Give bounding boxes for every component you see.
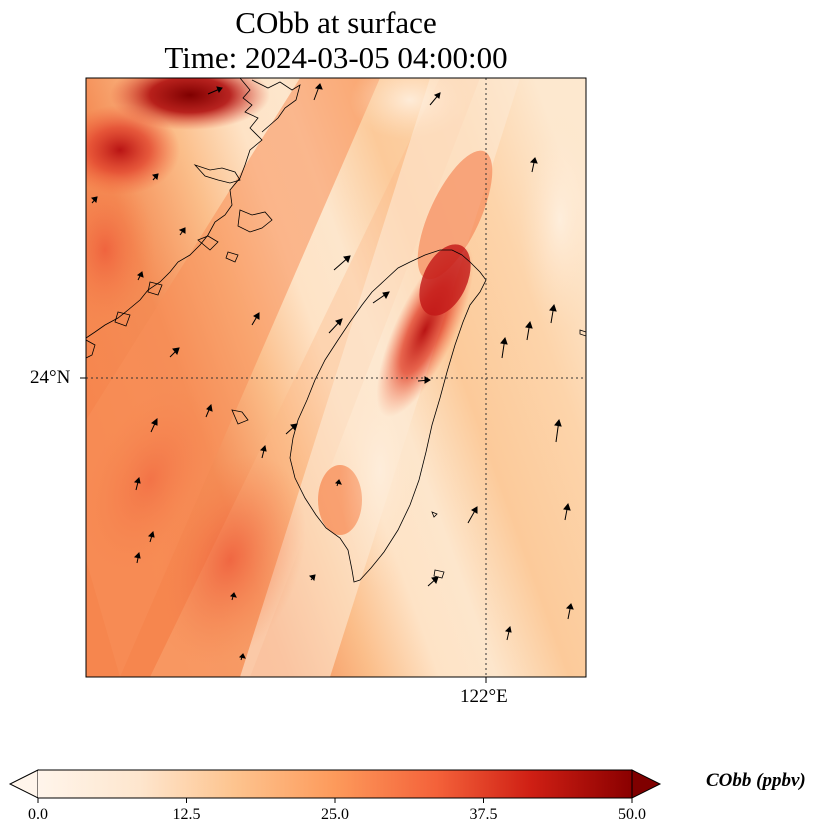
wind-arrow (429, 92, 441, 106)
coastline (86, 78, 586, 583)
wind-arrow (372, 291, 390, 304)
colorbar (8, 769, 662, 803)
latitude-tick-label: 24°N (30, 367, 71, 388)
colorbar-ticks (37, 798, 633, 803)
gridlines (86, 78, 586, 677)
wind-arrow (229, 592, 237, 601)
wind-arrow (205, 403, 213, 418)
wind-arrow (504, 625, 512, 641)
wind-vectors (90, 83, 574, 661)
colorbar-gradient (38, 770, 632, 798)
mainland-coastline (86, 78, 263, 339)
concentration-field (86, 78, 586, 677)
wind-arrow (238, 653, 246, 661)
colorbar-tick-label: 25.0 (321, 806, 349, 823)
wind-arrow (334, 479, 342, 487)
colorbar-tick-label: 0.0 (28, 806, 48, 823)
wind-arrow (308, 574, 316, 582)
wind-arrow (259, 444, 267, 459)
wind-arrow (178, 227, 186, 236)
wind-arrow (285, 423, 298, 435)
wind-arrow (333, 255, 351, 271)
wind-arrow (467, 506, 478, 524)
wind-arrow (150, 417, 158, 433)
wind-arrow (328, 318, 343, 334)
colorbar-tick-label: 37.5 (469, 806, 498, 823)
colorbar-tick-label: 12.5 (172, 806, 201, 823)
colorbar-extend-max (631, 769, 662, 799)
wind-arrow (90, 196, 98, 204)
wind-arrow (207, 86, 223, 95)
wind-arrow (525, 320, 533, 341)
wind-arrow (133, 551, 141, 564)
wind-arrow (136, 271, 144, 281)
wind-arrow (417, 376, 431, 384)
wind-arrow (554, 418, 562, 443)
wind-arrow (313, 83, 323, 101)
wind-arrow (500, 336, 508, 359)
wind-arrow (565, 603, 574, 620)
wind-arrow (151, 173, 159, 181)
wind-arrow (427, 576, 439, 587)
colorbar-extend-min (8, 769, 39, 799)
wind-arrow (147, 530, 155, 543)
wind-arrow (563, 502, 571, 521)
wind-arrow (549, 303, 557, 324)
map-title-time: Time: 2024-03-05 04:00:00 (164, 40, 508, 75)
wind-arrow (169, 347, 180, 358)
wind-arrow (133, 476, 141, 491)
wind-arrow (251, 312, 260, 326)
wind-arrow (529, 157, 538, 173)
taiwan-coastline (289, 249, 487, 583)
longitude-tick-label: 122°E (460, 686, 508, 707)
colorbar-tick-label: 50.0 (618, 806, 646, 823)
map-title-variable: CObb at surface (235, 5, 437, 40)
colorbar-label: CObb (ppbv) (706, 770, 806, 791)
